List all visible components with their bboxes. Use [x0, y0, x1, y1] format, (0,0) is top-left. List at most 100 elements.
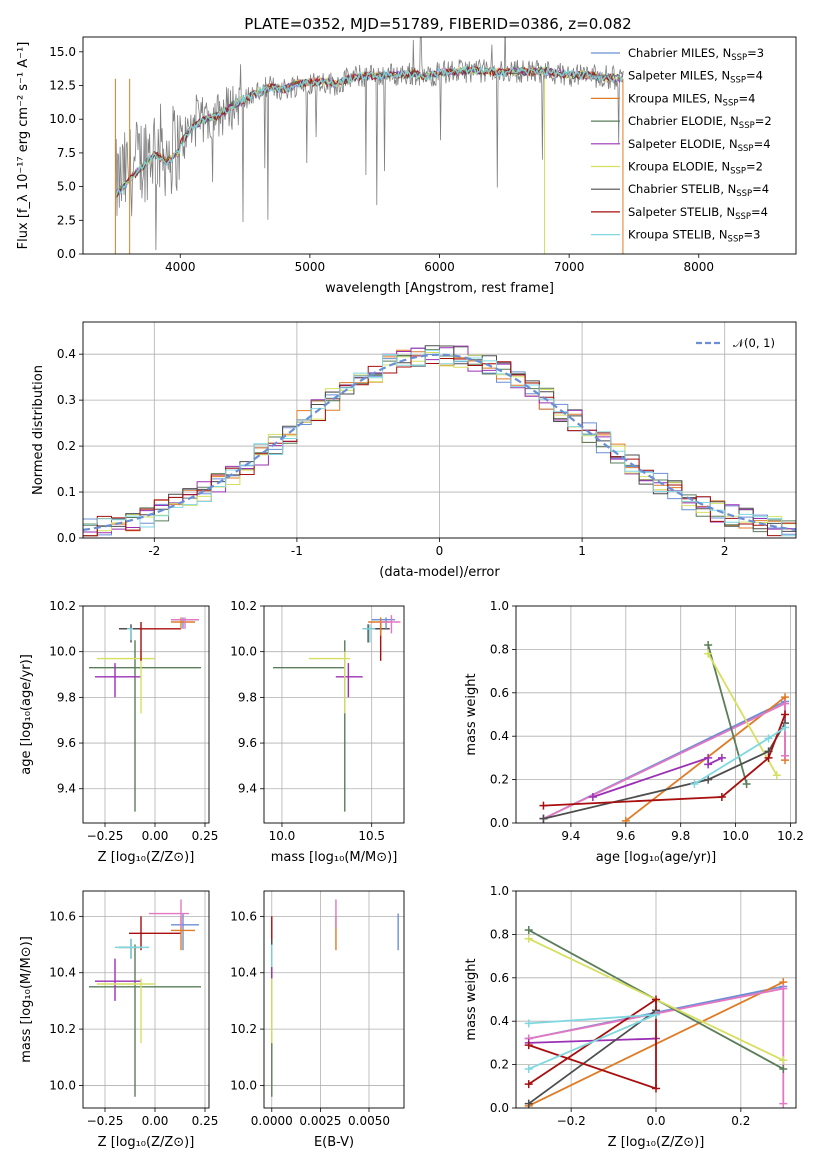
weight-marker [779, 1056, 788, 1065]
weight-marker [781, 710, 790, 719]
tick-label-y: 10.2 [49, 1022, 76, 1036]
plot-area [114, 37, 624, 254]
errorbar-point [171, 913, 199, 951]
tick-label-y: 0.8 [490, 927, 509, 941]
tick-label-x: 10.0 [269, 829, 296, 843]
weight-marker [781, 751, 790, 760]
tick-label-x: 0.0050 [348, 1114, 390, 1128]
tick-label-y: 1.0 [490, 884, 509, 898]
x-axis-label: (data-model)/error [379, 565, 500, 580]
tick-label-y: 0.0 [57, 531, 76, 545]
weight-marker [652, 995, 660, 1004]
legend-suffix: =4 [754, 137, 771, 151]
tick-label-x: 0.0000 [251, 1114, 293, 1128]
errorbar-point [89, 944, 201, 1097]
tick-label-y: 10.0 [230, 645, 257, 659]
plot-area [83, 891, 209, 1108]
age-vs-mass-panel: 10.0 10.5 9.4 9.6 9.8 10.0 10.2 mass [log₁₀(M/M… [230, 599, 405, 865]
weight-marker [764, 734, 773, 743]
weight-marker [690, 779, 699, 788]
figure-title: PLATE=0352, MJD=51789, FIBERID=0386, z=0… [244, 15, 631, 33]
plot-area [264, 606, 404, 823]
legend-suffix: =4 [738, 91, 755, 105]
legend-subscript: SSP [723, 98, 739, 108]
tick-label-y: 1.0 [490, 599, 509, 613]
legend-suffix: =3 [743, 228, 760, 242]
tick-label-y: 10.6 [230, 909, 257, 923]
legend-entry: Salpeter ELODIE, NSSP=4 [628, 137, 771, 154]
weight-marker [717, 753, 726, 762]
legend-entry: Chabrier MILES, NSSP=3 [628, 46, 764, 63]
weight-marker [524, 1080, 533, 1089]
tick-label-x: 0 [436, 544, 444, 558]
legend-entry: Chabrier STELIB, NSSP=4 [628, 182, 769, 199]
axes-frame [515, 605, 797, 824]
legend-subscript: SSP [731, 53, 747, 63]
y-axis-label: mass weight [464, 673, 479, 755]
tick-label-y: 0.4 [57, 347, 76, 361]
model-spectrum-line [114, 64, 624, 199]
tick-label-y: 0.6 [490, 971, 509, 985]
tick-label-x: -2 [148, 544, 160, 558]
tick-label-x: 0.2 [731, 1114, 750, 1128]
legend-label: Kroupa MILES, N [628, 91, 723, 105]
observed-spectrum [115, 37, 624, 251]
legend-label: Chabrier STELIB, N [628, 182, 736, 196]
weight-marker [539, 814, 548, 823]
errorbar-point [119, 938, 139, 959]
tick-label-x: 10.0 [722, 829, 749, 843]
legend-entry: Kroupa ELODIE, NSSP=2 [628, 160, 763, 177]
tick-label-y: 10.6 [49, 909, 76, 923]
axes-frame [515, 890, 797, 1109]
axes-frame [82, 321, 797, 539]
errorbar-point [97, 978, 155, 1044]
tick-label-y: 10.4 [49, 966, 76, 980]
tick-label-y: 9.8 [57, 690, 76, 704]
legend-entry: Salpeter MILES, NSSP=4 [628, 69, 763, 86]
tick-label-y: 0.8 [490, 642, 509, 656]
weight-marker [524, 1099, 533, 1108]
weight-marker [781, 723, 790, 732]
age-vs-metallicity-panel: −0.25 0.00 0.25 9.4 9.6 9.8 10.0 10.2 Z [log₁₀(Z… [19, 599, 218, 865]
legend-label: Kroupa STELIB, N [628, 228, 728, 242]
errorbar-point [272, 640, 346, 812]
x-axis-label: Z [log₁₀(Z/Z⊙)] [608, 1135, 705, 1150]
residual-histogram [83, 349, 796, 537]
legend-suffix: =2 [746, 160, 763, 174]
tick-label-y: 0.2 [490, 1058, 509, 1072]
y-axis-label: mass weight [464, 958, 479, 1040]
tick-label-x: 0.00 [142, 829, 169, 843]
residual-histogram [83, 345, 796, 537]
tick-label-x: -1 [291, 544, 303, 558]
axes-frame [82, 890, 210, 1109]
mass-vs-extinction-panel: 0.0000 0.0025 0.0050 10.0 10.2 10.4 10.6 E(B-V) [230, 890, 405, 1150]
legend-suffix: =4 [746, 69, 763, 83]
x-axis-label: Z [log₁₀(Z/Z⊙)] [98, 1135, 195, 1150]
tick-label-y: 9.4 [238, 782, 257, 796]
tick-label-y: 9.6 [238, 736, 257, 750]
legend-label: Chabrier MILES, N [628, 46, 731, 60]
legend-subscript: SSP [728, 235, 744, 245]
legend-subscript: SSP [739, 121, 755, 131]
tick-label-x: 7000 [554, 260, 585, 274]
weight-marker [524, 1064, 533, 1073]
x-axis-label: wavelength [Angstrom, rest frame] [325, 281, 554, 296]
weight-marker [704, 760, 713, 769]
errorbar-point [380, 615, 401, 634]
weight-marker [652, 1084, 660, 1093]
x-axis-label: Z [log₁₀(Z/Z⊙)] [98, 850, 195, 865]
tick-label-y: 9.8 [238, 690, 257, 704]
axes-frame [263, 890, 405, 1109]
tick-label-y: 10.2 [230, 1022, 257, 1036]
tick-label-x: 0.0025 [299, 1114, 341, 1128]
tick-label-x: 6000 [424, 260, 455, 274]
tick-label-y: 0.4 [490, 729, 509, 743]
legend-label: Salpeter STELIB, N [628, 205, 735, 219]
errorbar-point [171, 617, 199, 629]
tick-label-y: 0.3 [57, 393, 76, 407]
tick-label-x: 1 [578, 544, 586, 558]
errorbar-point [149, 899, 189, 928]
errorbar-point [127, 628, 133, 641]
weight-marker [779, 1099, 788, 1108]
